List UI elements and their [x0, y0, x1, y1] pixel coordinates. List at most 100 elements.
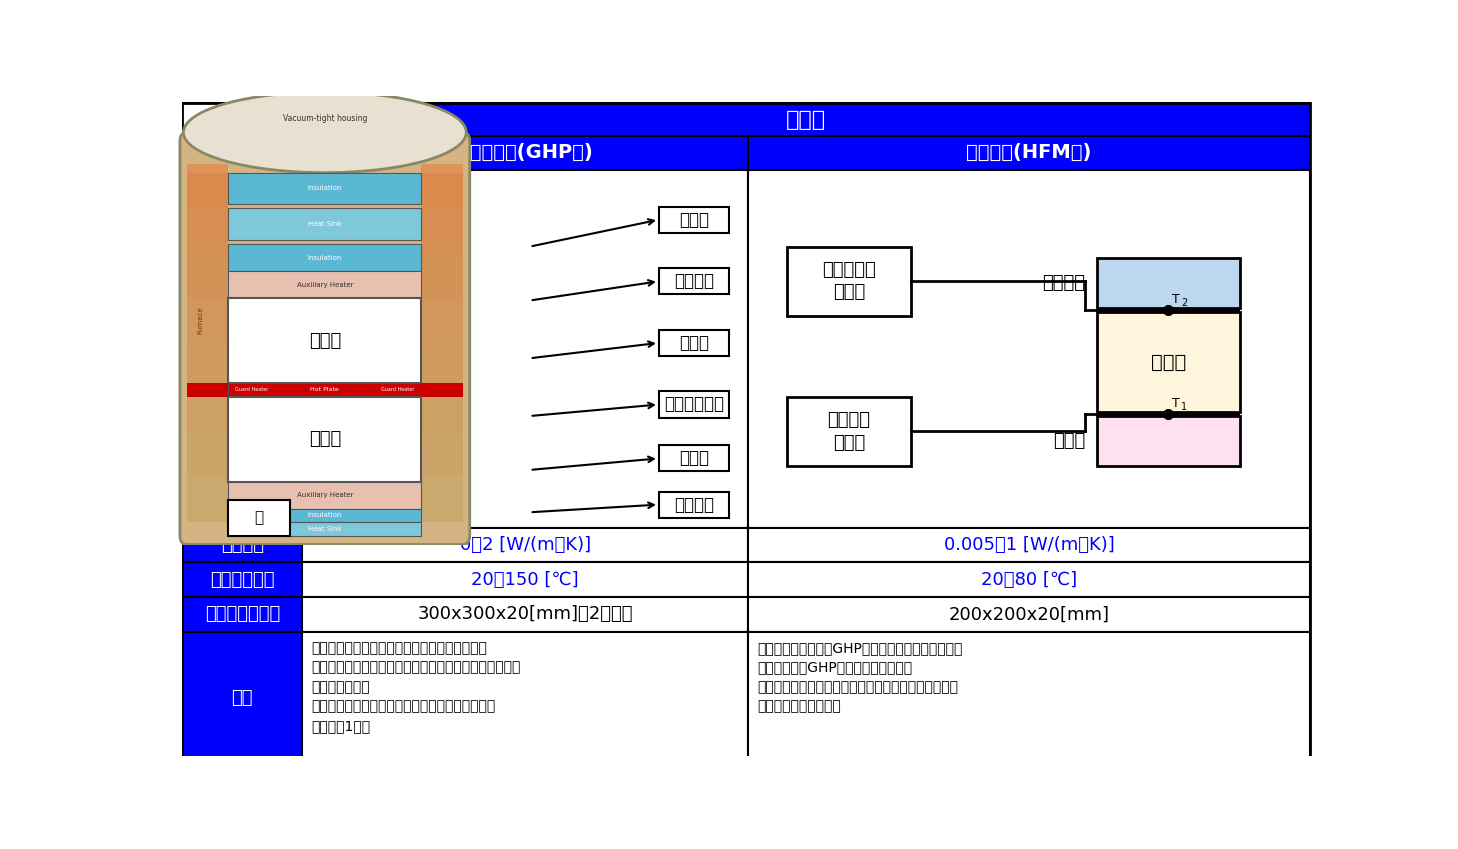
Text: 炉: 炉: [255, 510, 264, 526]
Bar: [748, 136, 1309, 170]
Bar: [659, 206, 729, 233]
Text: 20～150 [℃]: 20～150 [℃]: [471, 571, 579, 588]
Text: Vacuum-tight housing: Vacuum-tight housing: [283, 115, 367, 123]
Text: 主熱板: 主熱板: [679, 334, 709, 351]
Bar: [229, 245, 421, 271]
Bar: [229, 271, 421, 298]
Text: 保障ヒーター: 保障ヒーター: [663, 396, 723, 413]
Bar: [182, 528, 302, 562]
Bar: [302, 170, 748, 528]
Bar: [659, 391, 729, 418]
Text: 加熱板: 加熱板: [1053, 432, 1085, 450]
Bar: [421, 253, 462, 298]
Text: 断熱材: 断熱材: [679, 211, 709, 228]
Bar: [229, 298, 421, 383]
Bar: [787, 247, 911, 316]
Bar: [421, 298, 462, 343]
Bar: [182, 170, 302, 528]
Bar: [1096, 416, 1241, 466]
Text: 熱板温度
制御器: 熱板温度 制御器: [827, 411, 870, 452]
Text: 熱流計法(HFM法): 熱流計法(HFM法): [967, 143, 1092, 162]
Text: Insulation: Insulation: [308, 255, 343, 261]
Bar: [187, 172, 229, 522]
Text: Guard Heater: Guard Heater: [235, 387, 268, 392]
Bar: [229, 481, 421, 509]
Bar: [182, 136, 302, 170]
Bar: [659, 329, 729, 356]
FancyBboxPatch shape: [179, 132, 469, 544]
Text: 定常法: 定常法: [786, 110, 827, 130]
Bar: [182, 632, 302, 764]
Bar: [302, 562, 748, 597]
Bar: [182, 562, 302, 597]
Text: ・低熱伝導率材料の測定が精度良く測定可能。
・雰囲気圧力や温度を可変（マイナスレンジも対応）し
ての測定可能。
・物理実験に近い測定であるため時間を要する。
（: ・低熱伝導率材料の測定が精度良く測定可能。 ・雰囲気圧力や温度を可変（マイナスレ…: [312, 641, 521, 733]
Text: 冷却熱板: 冷却熱板: [1042, 274, 1085, 292]
Bar: [187, 388, 229, 432]
Bar: [748, 597, 1309, 632]
Bar: [187, 477, 229, 522]
Bar: [1096, 413, 1241, 416]
Text: Auxiliary Heater: Auxiliary Heater: [296, 492, 353, 498]
Bar: [187, 209, 229, 253]
Bar: [229, 500, 290, 536]
Bar: [187, 164, 229, 209]
Text: Auxiliary Heater: Auxiliary Heater: [296, 282, 353, 288]
Bar: [787, 396, 911, 466]
Text: 試験体: 試験体: [309, 332, 341, 350]
Bar: [302, 597, 748, 632]
Text: 試験体: 試験体: [309, 430, 341, 448]
Bar: [229, 509, 421, 522]
Bar: [748, 562, 1309, 597]
Text: サンプルサイズ: サンプルサイズ: [204, 605, 280, 623]
Bar: [229, 172, 421, 204]
Bar: [302, 528, 748, 562]
Bar: [1096, 258, 1241, 308]
Bar: [229, 396, 421, 481]
Bar: [421, 383, 462, 396]
Bar: [1096, 308, 1241, 312]
Text: 断熱材: 断熱材: [679, 449, 709, 468]
Bar: [229, 383, 421, 396]
Bar: [187, 383, 229, 396]
Text: 試験原理図: 試験原理図: [216, 340, 270, 357]
Bar: [182, 104, 302, 136]
Bar: [421, 164, 462, 209]
Text: 温度・熱流
測定器: 温度・熱流 測定器: [822, 261, 876, 301]
Bar: [659, 492, 729, 518]
Text: 保護熱板: 保護熱板: [674, 273, 714, 290]
Text: 300x300x20[mm]　2セット: 300x300x20[mm] 2セット: [417, 605, 633, 623]
Bar: [421, 388, 462, 432]
Bar: [302, 104, 1309, 136]
Bar: [748, 170, 1309, 528]
Text: Heat Sink: Heat Sink: [308, 222, 341, 228]
Text: Insulation: Insulation: [308, 513, 343, 519]
Text: 測定温度範囲: 測定温度範囲: [210, 571, 274, 588]
Ellipse shape: [184, 92, 467, 172]
Text: 1: 1: [1181, 402, 1187, 413]
Text: T: T: [1172, 396, 1180, 410]
Bar: [229, 209, 421, 240]
Text: 0～2 [W/(m・K)]: 0～2 [W/(m・K)]: [459, 536, 590, 554]
Text: 特徴: 特徴: [232, 689, 254, 707]
Text: ・測定可能なものはGHP法と同様であるが、熱流計
の精度分だけGHP法より精度が劣る。
・また断熱構造となっていないため完全な一次元熱伝
導測定とはならない。: ・測定可能なものはGHP法と同様であるが、熱流計 の精度分だけGHP法より精度が…: [757, 641, 962, 713]
Text: T: T: [1172, 293, 1180, 306]
Bar: [421, 209, 462, 253]
Text: Furnace: Furnace: [198, 306, 204, 335]
Text: 低温熱板: 低温熱板: [674, 496, 714, 514]
Bar: [187, 432, 229, 477]
Bar: [748, 632, 1309, 764]
Bar: [421, 172, 462, 522]
Bar: [187, 298, 229, 343]
Bar: [229, 522, 421, 536]
Bar: [1096, 312, 1241, 413]
Bar: [187, 343, 229, 388]
Text: 熱伝導率: 熱伝導率: [220, 536, 264, 554]
Bar: [421, 432, 462, 477]
Bar: [748, 528, 1309, 562]
Text: 2: 2: [1181, 298, 1187, 308]
Bar: [302, 136, 748, 170]
Text: Guard Heater: Guard Heater: [381, 387, 414, 392]
Text: Hot Plate: Hot Plate: [311, 387, 340, 392]
Text: 0.005～1 [W/(m・K)]: 0.005～1 [W/(m・K)]: [943, 536, 1114, 554]
Bar: [421, 343, 462, 388]
